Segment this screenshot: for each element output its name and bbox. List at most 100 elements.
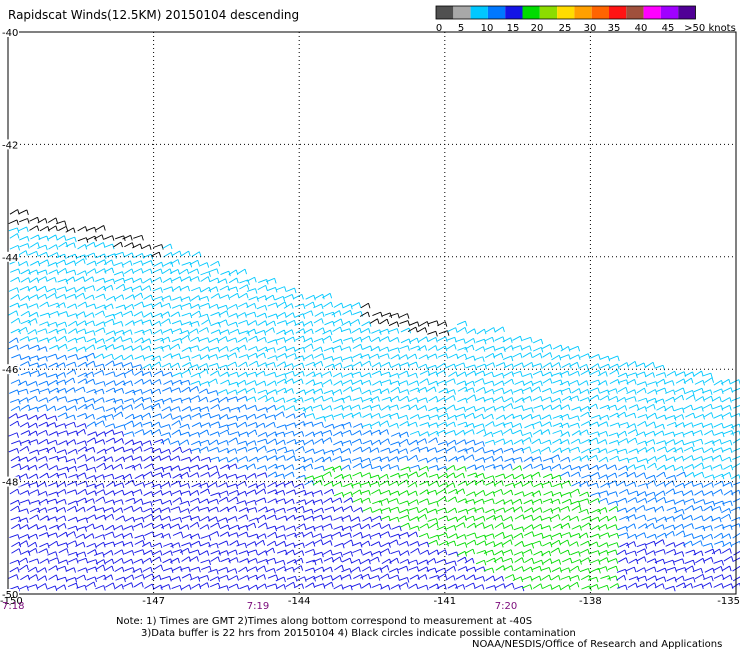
wind-barb-flag bbox=[558, 355, 562, 361]
wind-barb bbox=[361, 321, 370, 327]
wind-barb bbox=[428, 501, 438, 505]
wind-barb-flag bbox=[85, 567, 88, 573]
wind-barb bbox=[247, 422, 257, 427]
wind-barb bbox=[144, 531, 153, 536]
wind-barb-flag bbox=[226, 346, 229, 352]
wind-barb bbox=[475, 386, 485, 393]
wind-barb bbox=[522, 336, 531, 341]
wind-barb-flag bbox=[417, 321, 420, 327]
wind-barb-flag bbox=[681, 440, 685, 446]
wind-barb-flag bbox=[302, 483, 305, 489]
wind-barb-flag bbox=[387, 531, 391, 537]
wind-barb bbox=[47, 439, 56, 445]
wind-barb bbox=[47, 336, 56, 342]
wind-barb-flag bbox=[501, 353, 504, 359]
wind-barb bbox=[474, 423, 484, 428]
wind-barb bbox=[399, 362, 409, 367]
wind-barb bbox=[19, 236, 28, 241]
wind-barb-flag bbox=[36, 406, 39, 413]
wind-barb-flag bbox=[45, 346, 48, 352]
wind-barb bbox=[559, 439, 568, 445]
wind-barb bbox=[248, 360, 258, 366]
wind-barb-flag bbox=[112, 490, 116, 496]
wind-barb-flag bbox=[406, 479, 409, 486]
wind-barb bbox=[84, 330, 94, 335]
wind-barb-flag bbox=[654, 463, 657, 469]
wind-barb-flag bbox=[503, 438, 506, 445]
wind-barb bbox=[332, 326, 341, 332]
wind-barb bbox=[123, 354, 132, 361]
wind-barb-flag bbox=[121, 388, 125, 394]
wind-barb-flag bbox=[510, 337, 513, 343]
wind-barb bbox=[503, 371, 513, 377]
wind-barb bbox=[105, 387, 115, 393]
wind-barb bbox=[495, 438, 504, 443]
wind-barb-flag bbox=[473, 499, 476, 505]
wind-barb-flag bbox=[645, 381, 648, 387]
wind-barb-flag bbox=[493, 327, 496, 333]
wind-barb-flag bbox=[311, 421, 314, 428]
wind-barb bbox=[608, 542, 618, 547]
wind-barb bbox=[587, 454, 597, 460]
wind-barb bbox=[236, 480, 246, 487]
wind-barb bbox=[86, 235, 96, 241]
wind-barb bbox=[379, 336, 389, 342]
wind-barb-flag bbox=[189, 542, 192, 548]
wind-barb-flag bbox=[674, 507, 678, 513]
wind-barb-flag bbox=[493, 464, 496, 470]
wind-barb bbox=[179, 439, 188, 445]
wind-barb bbox=[579, 455, 588, 461]
wind-barb bbox=[209, 439, 218, 446]
wind-barb bbox=[94, 534, 104, 539]
wind-barb bbox=[67, 430, 77, 435]
wind-barb-flag bbox=[274, 540, 277, 547]
wind-barb bbox=[124, 303, 133, 310]
wind-barb bbox=[56, 498, 65, 504]
wind-barb bbox=[151, 483, 160, 488]
wind-barb bbox=[485, 541, 494, 546]
wind-barb-flag bbox=[436, 522, 439, 529]
wind-barb bbox=[388, 422, 398, 428]
wind-barb bbox=[350, 404, 360, 410]
wind-barb-flag bbox=[700, 430, 703, 436]
wind-barb-flag bbox=[187, 548, 190, 554]
wind-barb bbox=[257, 407, 267, 412]
wind-barb bbox=[342, 386, 352, 392]
wind-barb-flag bbox=[301, 397, 304, 403]
wind-barb bbox=[256, 304, 266, 310]
wind-barb-flag bbox=[301, 532, 305, 538]
wind-barb-flag bbox=[111, 303, 114, 309]
wind-barb bbox=[305, 559, 315, 564]
wind-barb bbox=[19, 285, 29, 291]
wind-barb bbox=[597, 524, 607, 530]
wind-barb bbox=[189, 386, 198, 392]
wind-barb bbox=[172, 296, 181, 301]
wind-barb bbox=[399, 438, 408, 445]
wind-barb bbox=[495, 499, 504, 505]
wind-barb bbox=[132, 567, 141, 573]
wind-barb-flag bbox=[567, 381, 570, 387]
wind-barb bbox=[581, 522, 590, 528]
wind-barb bbox=[531, 456, 541, 461]
wind-barb-flag bbox=[72, 377, 76, 384]
wind-barb-flag bbox=[588, 522, 592, 528]
wind-barb bbox=[67, 313, 77, 318]
wind-barb-flag bbox=[36, 251, 39, 257]
wind-barb bbox=[103, 456, 112, 462]
wind-barb bbox=[597, 371, 606, 377]
wind-barb bbox=[436, 525, 446, 531]
wind-barb-flag bbox=[464, 466, 467, 472]
wind-barb-flag bbox=[46, 301, 50, 308]
wind-barb-flag bbox=[168, 424, 172, 430]
wind-barb bbox=[141, 397, 151, 401]
wind-barb-flag bbox=[64, 321, 68, 328]
wind-barb bbox=[665, 464, 674, 470]
wind-barb bbox=[95, 327, 104, 333]
wind-barb-flag bbox=[245, 441, 248, 447]
wind-barb-flag bbox=[64, 456, 68, 462]
wind-barb-flag bbox=[206, 296, 210, 302]
wind-barb bbox=[636, 491, 646, 497]
wind-barb-flag bbox=[531, 558, 535, 564]
wind-barb bbox=[588, 464, 598, 471]
wind-barb-flag bbox=[330, 549, 333, 556]
